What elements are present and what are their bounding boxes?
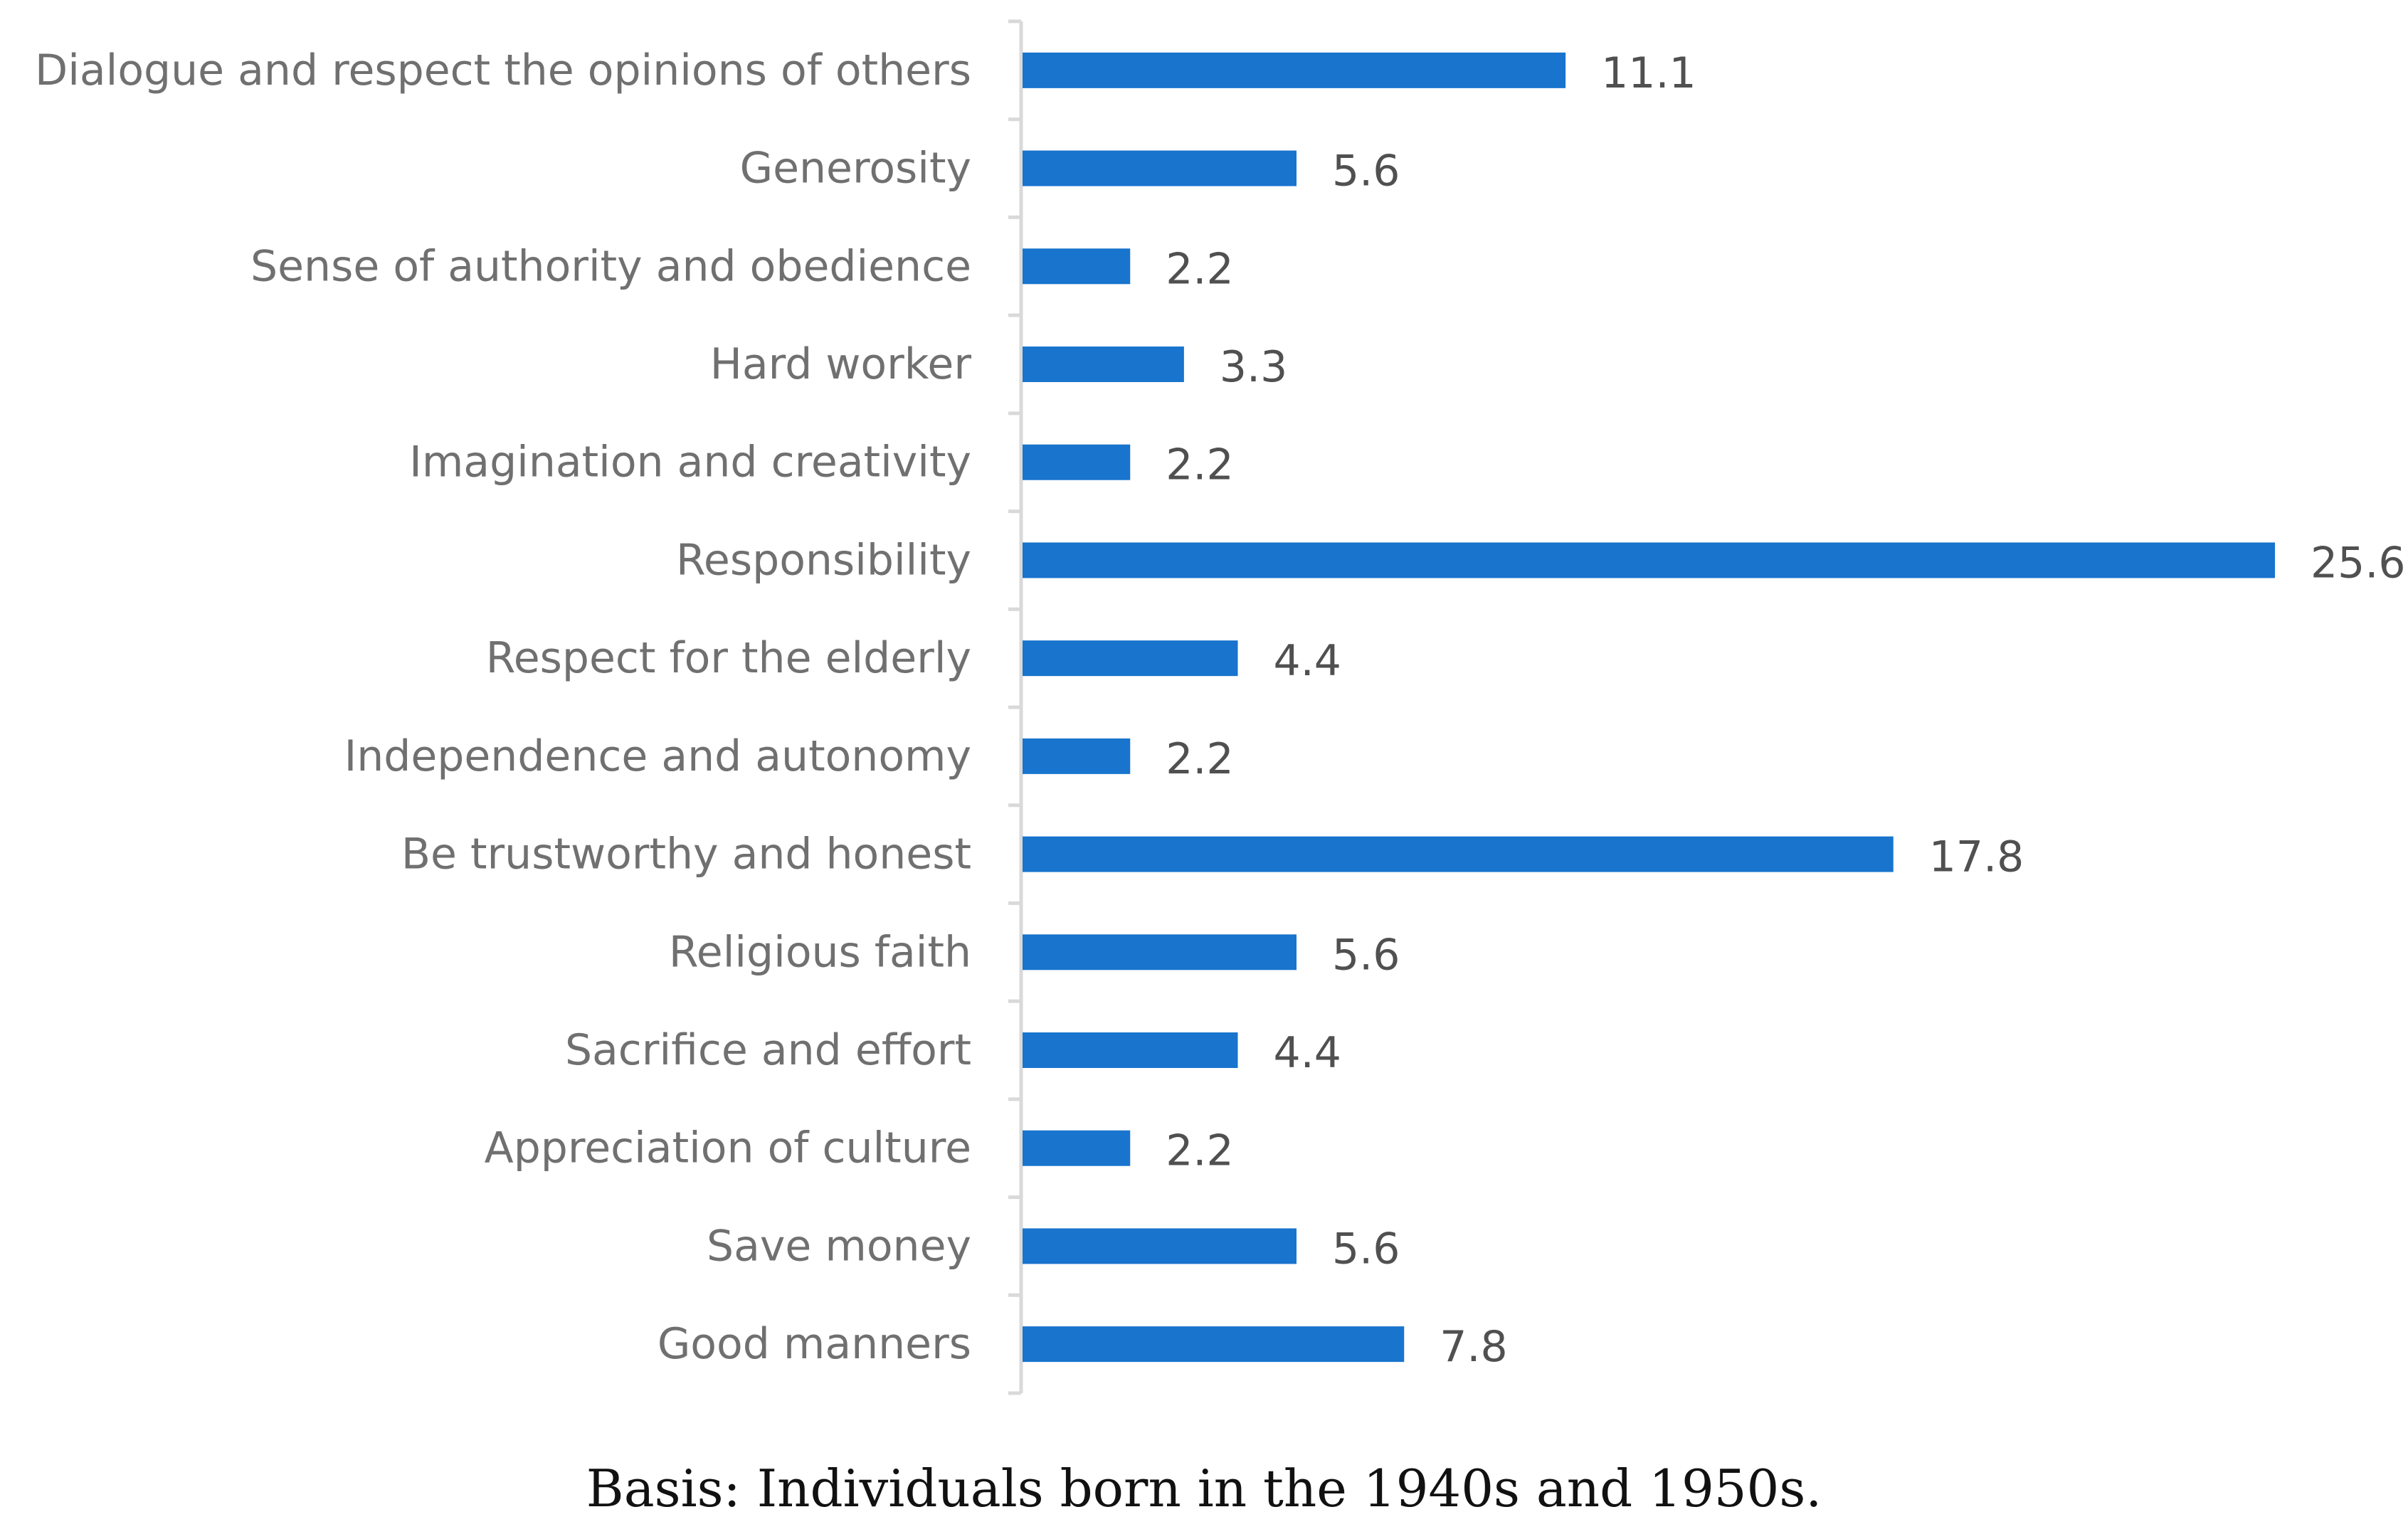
data-label: 2.2 — [1166, 244, 1233, 294]
category-label: Hard worker — [710, 339, 972, 389]
data-label: 5.6 — [1332, 147, 1400, 196]
data-label: 4.4 — [1274, 1028, 1341, 1078]
category-label: Dialogue and respect the opinions of oth… — [35, 46, 971, 95]
bar — [1023, 738, 1131, 774]
category-label: Sacrifice and effort — [565, 1025, 971, 1075]
category-label: Sense of authority and obedience — [250, 241, 971, 291]
bar — [1023, 640, 1238, 677]
data-label: 25.6 — [2311, 538, 2406, 588]
category-label: Save money — [707, 1221, 971, 1271]
bar — [1023, 347, 1184, 382]
data-label: 2.2 — [1166, 440, 1233, 490]
category-label: Religious faith — [669, 927, 971, 977]
bar — [1023, 1326, 1405, 1363]
category-labels: Dialogue and respect the opinions of oth… — [35, 46, 971, 1369]
category-label: Independence and autonomy — [344, 731, 971, 781]
category-label: Be trustworthy and honest — [401, 830, 971, 879]
data-label: 2.2 — [1166, 734, 1233, 784]
value-labels: 11.1 5.6 2.2 3.3 2.2 25.6 4.4 2.2 17.8 5.6 4.4 2.2 5… — [1166, 48, 2405, 1372]
data-label: 5.6 — [1332, 1224, 1400, 1274]
data-label: 17.8 — [1929, 832, 2024, 882]
data-label: 7.8 — [1440, 1322, 1507, 1372]
bar — [1023, 150, 1297, 186]
bar — [1023, 542, 2275, 578]
category-axis — [1008, 19, 1023, 1395]
chart-caption: Basis: Individuals born in the 1940s and… — [586, 1459, 1822, 1518]
bar — [1023, 248, 1131, 285]
category-label: Appreciation of culture — [485, 1123, 971, 1173]
category-label: Imagination and creativity — [409, 438, 971, 487]
data-label: 4.4 — [1274, 636, 1341, 686]
category-label: Respect for the elderly — [486, 633, 971, 683]
bar — [1023, 934, 1297, 971]
data-label: 5.6 — [1332, 930, 1400, 980]
bar — [1023, 1130, 1131, 1166]
data-label: 11.1 — [1601, 48, 1696, 98]
bar — [1023, 836, 1894, 872]
category-label: Responsibility — [676, 535, 971, 585]
bars — [1023, 52, 2275, 1363]
bar — [1023, 1032, 1238, 1068]
bar — [1023, 52, 1566, 88]
bar — [1023, 1228, 1297, 1264]
category-label: Good manners — [658, 1319, 971, 1369]
category-label: Generosity — [740, 144, 971, 194]
data-label: 2.2 — [1166, 1126, 1233, 1176]
data-label: 3.3 — [1220, 342, 1287, 392]
bar — [1023, 444, 1131, 480]
